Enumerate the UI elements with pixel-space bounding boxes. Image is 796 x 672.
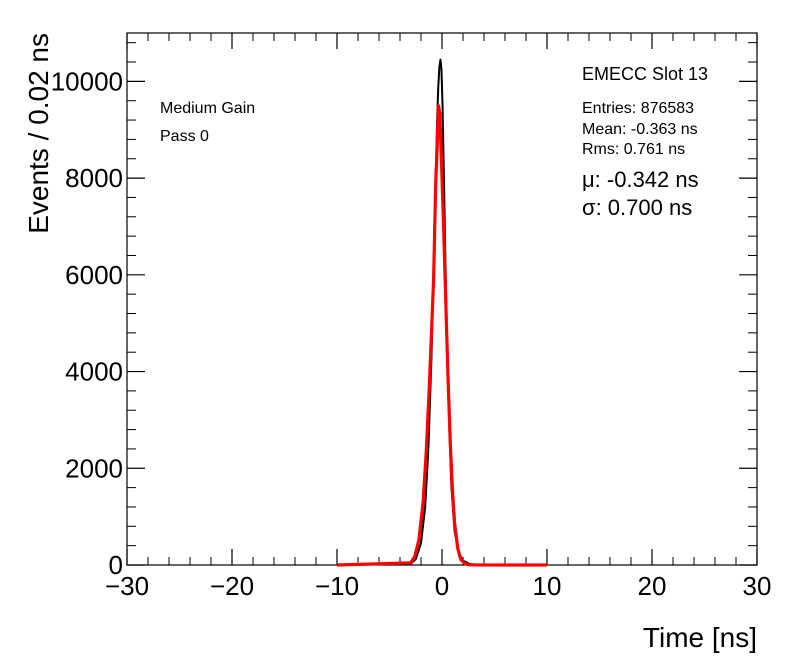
rms-label: Rms: 0.761 ns: [582, 141, 685, 158]
x-tick-labels: −30 −20 −10 0 10 20 30: [105, 571, 772, 601]
sigma-label: σ: 0.700 ns: [582, 195, 692, 220]
mean-label: Mean: -0.363 ns: [582, 121, 698, 138]
y-tick-label: 4000: [65, 357, 123, 387]
gain-label: Medium Gain: [160, 100, 255, 117]
y-tick-label: 6000: [65, 260, 123, 290]
y-tick-label: 10000: [51, 66, 123, 96]
gaussian-fit-line: [336, 103, 548, 567]
x-axis-title: Time [ns]: [643, 622, 757, 653]
x-tick-label: 10: [533, 571, 562, 601]
slot-label: EMECC Slot 13: [582, 64, 708, 84]
x-tick-label: 0: [435, 571, 449, 601]
entries-label: Entries: 876583: [582, 100, 694, 117]
x-tick-label: −30: [105, 571, 149, 601]
y-tick-label: 0: [109, 550, 123, 580]
y-tick-labels: 0 2000 4000 6000 8000 10000: [51, 66, 123, 580]
mu-label: μ: -0.342 ns: [582, 167, 699, 192]
series-group: [336, 58, 548, 567]
x-tick-label: 20: [638, 571, 667, 601]
y-tick-label: 8000: [65, 163, 123, 193]
y-axis-title: Events / 0.02 ns: [23, 33, 54, 234]
y-tick-label: 2000: [65, 453, 123, 483]
axis-ticks: [126, 33, 758, 566]
pass-label: Pass 0: [160, 128, 209, 145]
x-tick-label: 30: [743, 571, 772, 601]
x-tick-label: −10: [315, 571, 359, 601]
x-tick-label: −20: [210, 571, 254, 601]
